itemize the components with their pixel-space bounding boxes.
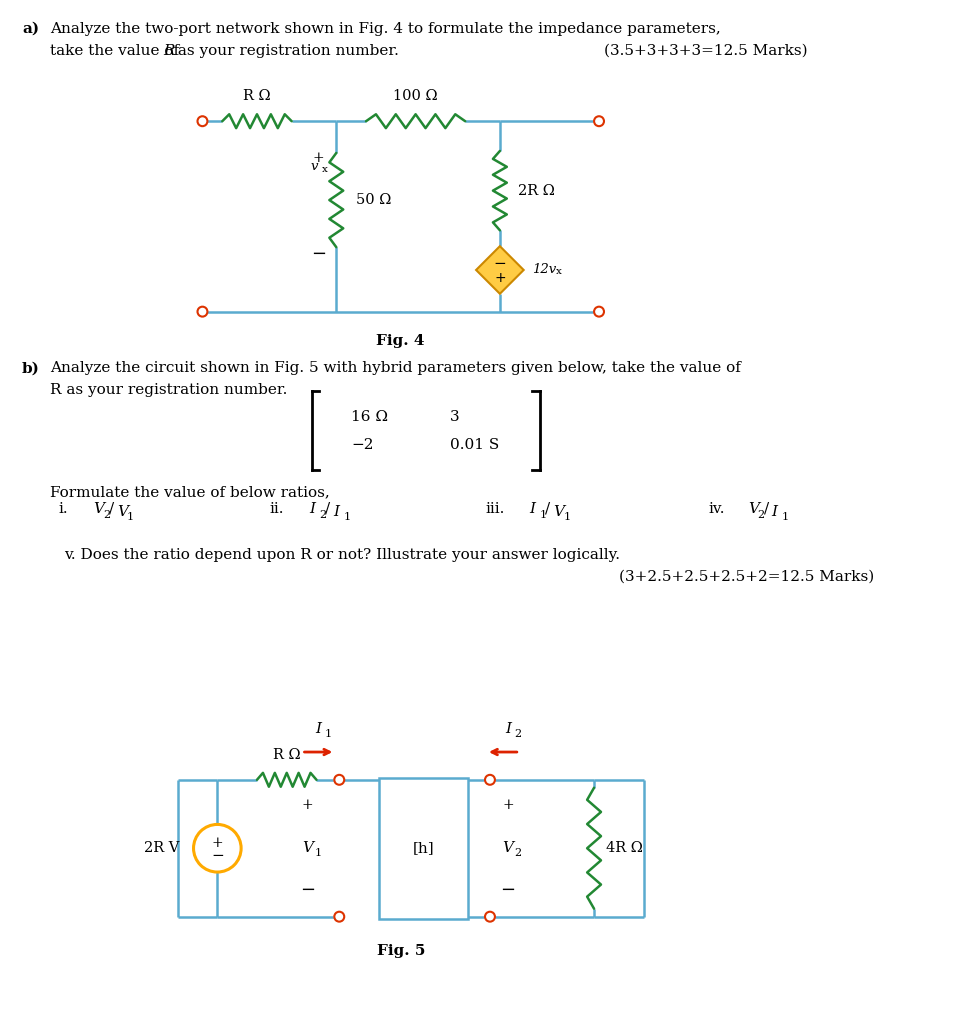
Text: R Ω: R Ω: [272, 748, 301, 762]
Circle shape: [335, 775, 344, 784]
Text: +: +: [302, 798, 313, 812]
Text: R: R: [162, 44, 174, 57]
Text: i.: i.: [58, 502, 68, 516]
Text: (3.5+3+3+3=12.5 Marks): (3.5+3+3+3=12.5 Marks): [604, 44, 808, 57]
Text: V: V: [302, 842, 313, 855]
Text: 2: 2: [758, 510, 765, 520]
Text: V: V: [117, 505, 128, 519]
Text: /: /: [546, 502, 551, 516]
Polygon shape: [378, 778, 468, 919]
Text: iv.: iv.: [708, 502, 725, 516]
Text: 1: 1: [563, 512, 570, 522]
Circle shape: [198, 117, 207, 126]
Text: 1: 1: [325, 729, 332, 739]
Text: V: V: [502, 842, 514, 855]
Text: I: I: [309, 502, 315, 516]
Text: v. Does the ratio depend upon R or not? Illustrate your answer logically.: v. Does the ratio depend upon R or not? …: [63, 548, 620, 562]
Text: V: V: [93, 502, 104, 516]
Text: 1: 1: [127, 512, 134, 522]
Text: x: x: [321, 165, 327, 174]
Text: −: −: [211, 849, 224, 863]
Text: b): b): [22, 361, 40, 375]
Text: 2R Ω: 2R Ω: [518, 183, 555, 198]
Text: a): a): [22, 23, 39, 36]
Text: x: x: [556, 267, 561, 276]
Text: I: I: [315, 722, 321, 736]
Text: R as your registration number.: R as your registration number.: [50, 383, 287, 397]
Text: V: V: [747, 502, 759, 516]
Circle shape: [595, 117, 604, 126]
Text: [h]: [h]: [413, 842, 434, 855]
Text: Fig. 4: Fig. 4: [377, 335, 425, 348]
Text: Analyze the circuit shown in Fig. 5 with hybrid parameters given below, take the: Analyze the circuit shown in Fig. 5 with…: [50, 361, 740, 375]
Circle shape: [335, 911, 344, 922]
Text: +: +: [312, 151, 324, 165]
Text: 1: 1: [343, 512, 350, 522]
Text: 16 Ω: 16 Ω: [351, 410, 388, 424]
Text: R Ω: R Ω: [243, 89, 270, 103]
Text: (3+2.5+2.5+2.5+2=12.5 Marks): (3+2.5+2.5+2.5+2=12.5 Marks): [619, 569, 874, 584]
Circle shape: [485, 775, 495, 784]
Text: −: −: [500, 881, 516, 899]
Text: /: /: [109, 502, 115, 516]
Text: +: +: [211, 837, 223, 850]
Text: /: /: [764, 502, 769, 516]
Circle shape: [198, 306, 207, 316]
Text: 2R V: 2R V: [144, 842, 180, 855]
Text: 2: 2: [103, 510, 110, 520]
Text: Analyze the two-port network shown in Fig. 4 to formulate the impedance paramete: Analyze the two-port network shown in Fi…: [50, 23, 721, 36]
Text: I: I: [505, 722, 511, 736]
Text: I: I: [334, 505, 340, 519]
Text: +: +: [494, 271, 506, 285]
Text: −: −: [311, 245, 326, 263]
Text: 1: 1: [781, 512, 788, 522]
Text: ii.: ii.: [270, 502, 284, 516]
Circle shape: [485, 911, 495, 922]
Text: /: /: [325, 502, 331, 516]
Text: 3: 3: [450, 410, 460, 424]
Text: 1: 1: [540, 510, 547, 520]
Text: 1: 1: [315, 848, 322, 858]
Text: 4R Ω: 4R Ω: [606, 842, 643, 855]
Text: 0.01 S: 0.01 S: [450, 437, 499, 452]
Text: +: +: [502, 798, 514, 812]
Text: −: −: [300, 881, 315, 899]
Text: Fig. 5: Fig. 5: [377, 944, 425, 958]
Text: Formulate the value of below ratios,: Formulate the value of below ratios,: [50, 485, 330, 500]
Text: I: I: [529, 502, 535, 516]
Text: 2: 2: [514, 729, 522, 739]
Text: iii.: iii.: [485, 502, 504, 516]
Text: take the value of: take the value of: [50, 44, 184, 57]
Text: 100 Ω: 100 Ω: [393, 89, 438, 103]
Text: as your registration number.: as your registration number.: [173, 44, 399, 57]
Text: 12v: 12v: [531, 263, 556, 276]
Polygon shape: [476, 246, 523, 294]
Text: 2: 2: [319, 510, 327, 520]
Text: −2: −2: [351, 437, 374, 452]
Text: 50 Ω: 50 Ω: [356, 193, 391, 207]
Text: −: −: [493, 256, 506, 270]
Circle shape: [194, 824, 241, 872]
Circle shape: [595, 306, 604, 316]
Text: v: v: [310, 161, 318, 173]
Text: I: I: [772, 505, 777, 519]
Text: V: V: [554, 505, 564, 519]
Text: 2: 2: [514, 848, 522, 858]
